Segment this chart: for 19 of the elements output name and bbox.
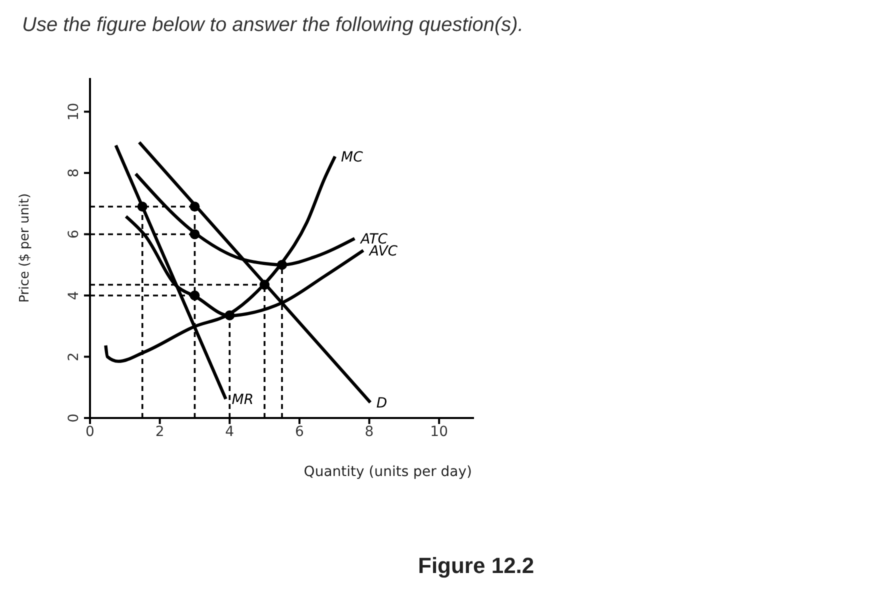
series-label: MC <box>341 149 364 166</box>
y-tick-label: 10 <box>66 102 82 121</box>
series-label: MR <box>232 392 254 408</box>
x-tick-label: 2 <box>155 424 164 440</box>
y-axis-title: Price ($ per unit) <box>18 193 33 303</box>
chart-title: Use the figure below to answer the following question(s). <box>22 14 524 37</box>
y-tick-label: 0 <box>66 414 82 422</box>
x-axis-title: Quantity (units per day) <box>304 464 472 480</box>
x-tick-label: 6 <box>294 424 304 440</box>
series-label: D <box>376 395 388 412</box>
x-tick-label: 8 <box>364 424 374 440</box>
x-tick-label: 10 <box>430 424 448 440</box>
y-tick-label: 4 <box>66 290 82 300</box>
y-tick-label: 8 <box>66 168 82 178</box>
x-tick-label: 4 <box>225 424 234 440</box>
y-tick-label: 6 <box>66 230 82 239</box>
caption: Figure 12.2 <box>418 553 534 579</box>
x-tick-label: 0 <box>86 424 94 440</box>
y-tick-label: 2 <box>66 352 82 362</box>
